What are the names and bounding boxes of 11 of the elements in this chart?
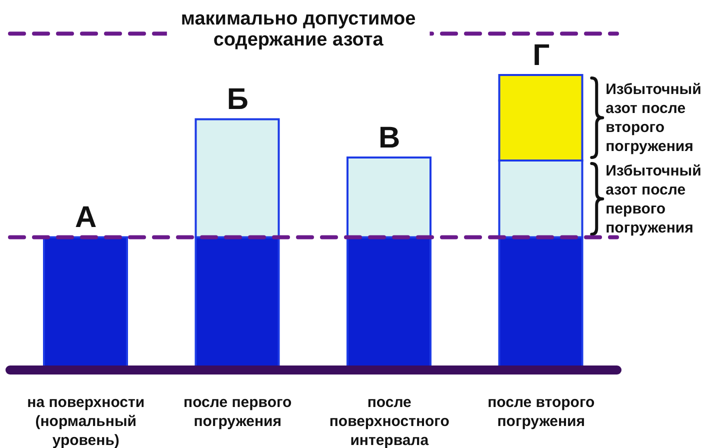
annotation: Избыточный азот после первого погружения: [606, 162, 702, 236]
annotation: В: [378, 122, 400, 155]
x-tick-label: на поверхности (нормальный уровень): [27, 394, 145, 448]
x-tick-label: после первого погружения: [184, 394, 292, 430]
x-tick-label: после поверхностного интервала: [329, 394, 450, 448]
annotation: Г: [532, 38, 550, 72]
x-tick-label: после второго погружения: [488, 394, 595, 430]
ref-line-label: макимально допустимое содержание азота: [180, 8, 416, 51]
annotation: Б: [226, 83, 248, 116]
annotation: А: [75, 201, 97, 234]
annotation: Избыточный азот после второго погружения: [606, 81, 702, 156]
